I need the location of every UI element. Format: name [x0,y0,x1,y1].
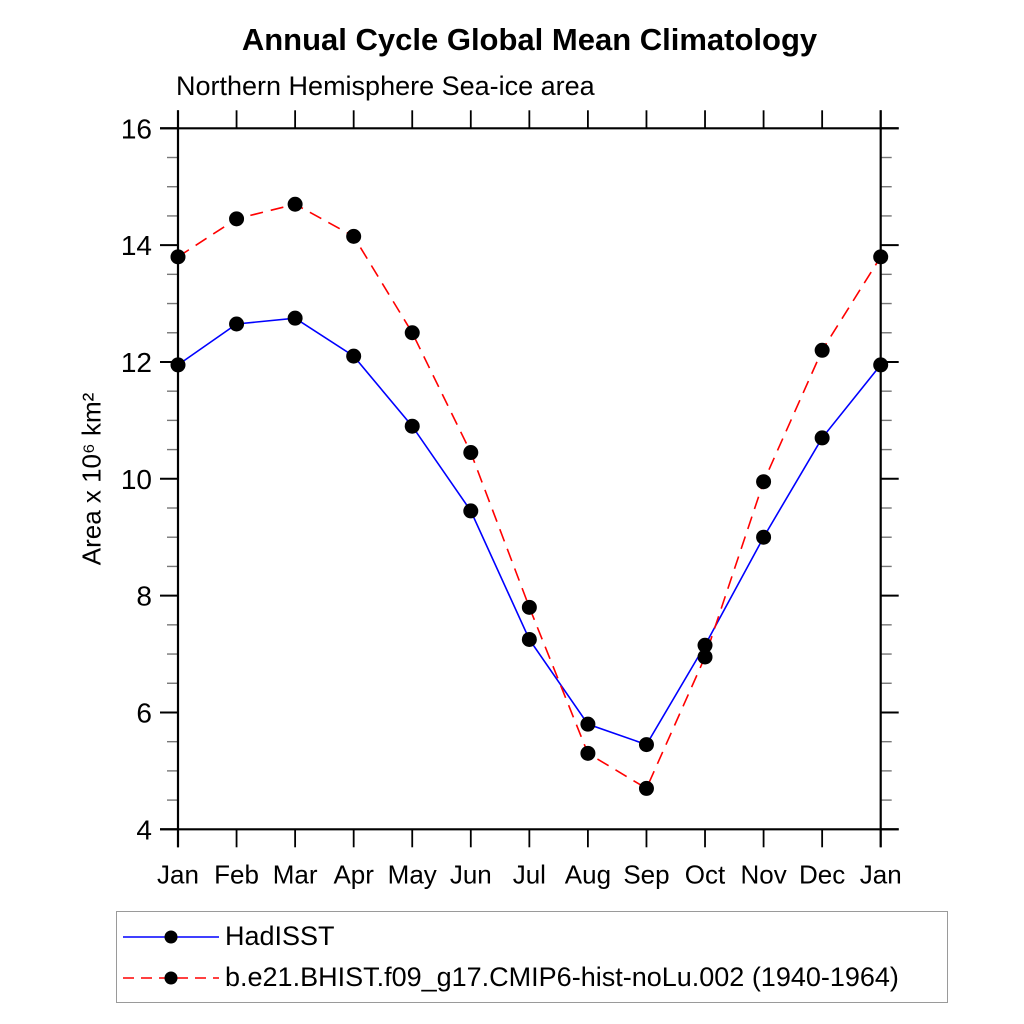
legend-marker [164,971,178,984]
chart-title: Annual Cycle Global Mean Climatology [241,22,818,57]
y-tick-label: 16 [121,113,152,144]
data-point-series-1 [346,228,362,244]
y-tick-label: 4 [136,814,152,845]
data-point-series-0 [756,529,772,545]
y-tick-label: 14 [121,230,152,261]
y-tick-label: 8 [136,581,152,612]
x-tick-label: Jan [157,859,199,889]
data-point-series-1 [463,445,479,461]
data-point-series-0 [287,310,303,326]
data-point-series-1 [521,599,537,615]
data-point-series-1 [756,474,772,490]
x-tick-label: Oct [685,859,726,889]
x-tick-label: Jan [860,859,902,889]
data-point-series-1 [697,649,713,665]
data-point-series-1 [873,249,889,265]
x-tick-label: Mar [273,859,318,889]
data-point-series-0 [580,716,596,732]
data-point-series-1 [404,325,420,341]
x-tick-label: Feb [214,859,259,889]
legend-label: b.e21.BHIST.f09_g17.CMIP6-hist-noLu.002 … [225,962,899,992]
data-point-series-0 [346,348,362,364]
data-point-series-0 [170,357,186,373]
legend-label: HadISST [225,921,335,951]
data-point-series-0 [697,637,713,653]
data-point-series-0 [873,357,889,373]
x-tick-label: May [388,859,437,889]
legend-item-1: b.e21.BHIST.f09_g17.CMIP6-hist-noLu.002 … [121,957,947,998]
data-point-series-0 [463,503,479,519]
x-tick-label: Sep [623,859,669,889]
series-line-1 [177,203,882,790]
data-point-series-1 [287,196,303,212]
legend-sample-dashed-line [123,971,219,984]
data-point-series-1 [580,745,596,761]
data-point-series-1 [814,342,830,358]
data-point-series-0 [521,631,537,647]
y-tick-label: 6 [136,697,152,728]
x-tick-label: Jul [513,859,546,889]
x-tick-label: Jun [450,859,492,889]
data-point-series-0 [814,430,830,446]
y-tick-label: 10 [121,464,152,495]
legend: HadISST b.e21.BHIST.f09_g17.CMIP6-hist-no… [116,911,948,1003]
x-tick-label: Nov [740,859,786,889]
x-tick-label: Aug [565,859,611,889]
legend-item-0: HadISST [121,916,947,957]
y-tick-label: 12 [121,347,152,378]
data-point-series-1 [638,780,654,796]
data-point-series-1 [229,211,245,227]
chart-subtitle: Northern Hemisphere Sea-ice area [176,71,595,101]
data-point-series-0 [638,737,654,753]
data-point-series-0 [404,418,420,434]
legend-marker [164,930,178,943]
x-tick-label: Dec [799,859,845,889]
legend-sample-solid-line [123,930,219,943]
data-point-series-0 [229,316,245,332]
series-line-0 [177,317,882,746]
x-tick-label: Apr [333,859,374,889]
data-point-series-1 [170,249,186,265]
